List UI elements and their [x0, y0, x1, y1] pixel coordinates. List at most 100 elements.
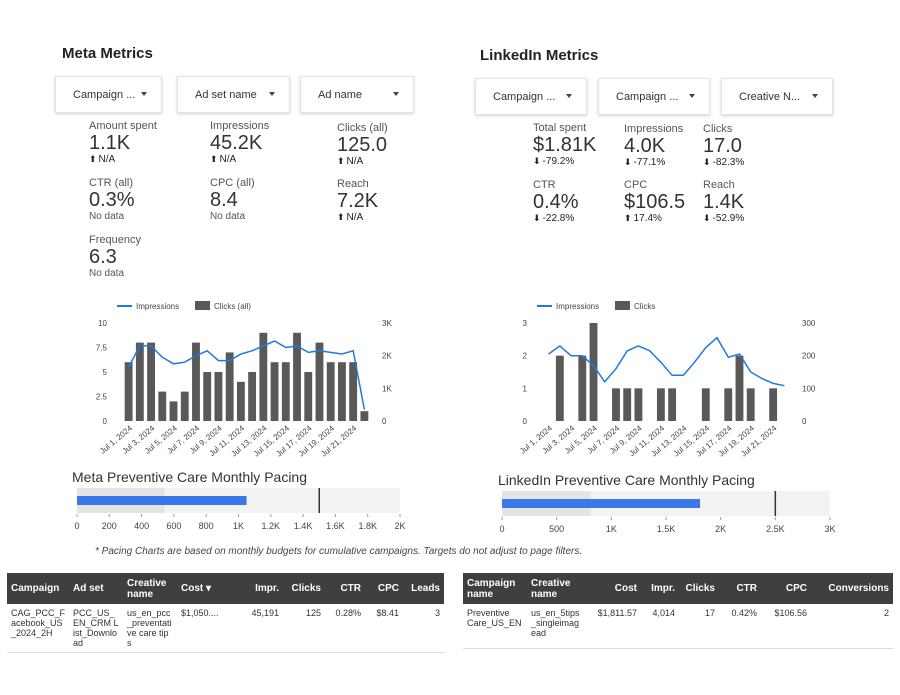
y-right-tick-label: 100 [802, 384, 816, 393]
y-left-tick-label: 1 [523, 384, 528, 393]
kpi-value: 17.0 [703, 135, 742, 157]
meta-campaign-filter[interactable]: Campaign ... [55, 76, 162, 113]
meta-adname-filter-label: Ad name [318, 88, 363, 101]
kpi-label: Impressions [624, 123, 684, 135]
kpi-change: No data [89, 211, 125, 222]
pacing-tick-label: 2K [394, 521, 405, 531]
bar [735, 355, 744, 421]
linkedin-campaign-group-filter[interactable]: Campaign ... [598, 78, 710, 115]
column-header-creative-name[interactable]: Creative name [527, 573, 587, 604]
column-header-cost[interactable]: Cost [587, 573, 641, 604]
meta-combo-chart: Impressions Clicks (all) 0 2.5 5 7.5 10 0 1K 2K 3K… [96, 301, 392, 459]
cell-cpc: $8.41 [365, 604, 403, 653]
column-header-impr[interactable]: Impr. [641, 573, 679, 604]
kpi-change: -52.9% [712, 213, 745, 224]
linkedin-campaign-filter-label: Campaign ... [493, 90, 556, 103]
arrow-up-icon: ⬆ [624, 213, 632, 223]
y-left-tick-label: 0 [523, 417, 528, 426]
y-left-tick-label: 5 [103, 368, 108, 377]
bar [259, 332, 268, 421]
cell-creative-name: us_en_pcc_preventative care tips [123, 604, 177, 653]
kpi-value: 8.4 [210, 189, 238, 211]
column-header-clicks[interactable]: Clicks [283, 573, 325, 604]
pacing-tick-label: 0 [499, 524, 504, 534]
cell-ctr: 0.42% [719, 604, 761, 649]
column-header-ctr[interactable]: CTR [719, 573, 761, 604]
cell-impr: 45,191 [235, 604, 283, 653]
meta-kpi-amount-spent: Amount spent 1.1K ⬆ N/A [89, 120, 157, 165]
bar [270, 362, 279, 421]
meta-pacing-bullet-chart: 0 200 400 600 800 1K 1.2K 1.4K 1.6K 1.8K 2K [74, 488, 406, 531]
kpi-label: Total spent [533, 122, 587, 134]
y-left-tick-label: 0 [103, 417, 108, 426]
meta-kpi-ctr: CTR (all) 0.3% No data [89, 177, 135, 222]
pacing-tick-label: 1K [233, 521, 244, 531]
bar [135, 342, 144, 421]
kpi-label: Reach [703, 179, 735, 191]
kpi-value: 6.3 [89, 246, 117, 268]
column-header-clicks[interactable]: Clicks [679, 573, 719, 604]
cell-cost: $1,050.... [177, 604, 235, 653]
linkedin-kpi-reach: Reach 1.4K ⬇ -52.9% [703, 179, 744, 224]
bar [360, 411, 369, 421]
meta-adname-filter[interactable]: Ad name [300, 76, 414, 113]
linkedin-campaign-group-filter-label: Campaign ... [616, 90, 679, 103]
column-header-leads[interactable]: Leads [403, 573, 444, 604]
pacing-tick-label: 3K [824, 524, 835, 534]
pacing-tick-label: 1K [606, 524, 617, 534]
linkedin-pacing-bullet-chart: 0 500 1K 1.5K 2K 2.5K 3K [499, 491, 836, 534]
chevron-down-icon [812, 94, 818, 98]
column-header-creative-name[interactable]: Creative name [123, 573, 177, 604]
kpi-change: N/A [98, 154, 116, 165]
column-header-cpc[interactable]: CPC [761, 573, 811, 604]
kpi-change: -82.3% [712, 157, 745, 168]
meta-section-title: Meta Metrics [62, 45, 153, 62]
pacing-tick-label: 400 [134, 521, 149, 531]
column-header-ad-set[interactable]: Ad set [69, 573, 123, 604]
kpi-change: N/A [219, 154, 237, 165]
column-header-impr[interactable]: Impr. [235, 573, 283, 604]
cell-clicks: 125 [283, 604, 325, 653]
y-right-tick-label: 0 [382, 417, 387, 426]
kpi-label: Impressions [210, 120, 270, 132]
linkedin-creative-filter[interactable]: Creative N... [721, 78, 833, 115]
bar [326, 362, 335, 421]
kpi-change: N/A [346, 156, 364, 167]
column-header-ctr[interactable]: CTR [325, 573, 365, 604]
column-header-campaign[interactable]: Campaign [7, 573, 69, 604]
chevron-down-icon [269, 92, 275, 96]
y-left-tick-label: 2.5 [96, 393, 108, 402]
y-left-tick-label: 10 [98, 319, 107, 328]
pacing-actual-bar [77, 496, 247, 505]
column-header-cpc[interactable]: CPC [365, 573, 403, 604]
meta-pacing-title: Meta Preventive Care Monthly Pacing [72, 469, 307, 485]
meta-adset-filter[interactable]: Ad set name [177, 76, 290, 113]
cell-leads: 3 [403, 604, 444, 653]
arrow-down-icon: ⬇ [533, 156, 541, 166]
pacing-tick-label: 1.2K [262, 521, 281, 531]
kpi-value: 7.2K [337, 190, 379, 212]
legend-label: Impressions [556, 302, 599, 311]
pacing-tick-label: 1.6K [326, 521, 345, 531]
bar [158, 391, 167, 421]
linkedin-campaign-filter[interactable]: Campaign ... [475, 78, 587, 115]
column-header-conversions[interactable]: Conversions [811, 573, 893, 604]
y-right-tick-label: 0 [802, 417, 807, 426]
table-header-row: Campaign name Creative name Cost Impr. C… [463, 573, 893, 604]
bar [315, 342, 324, 421]
bar [169, 401, 178, 421]
meta-kpi-reach: Reach 7.2K ⬆ N/A [337, 178, 378, 223]
column-header-cost[interactable]: Cost ▾ [177, 573, 235, 604]
kpi-value: 125.0 [337, 134, 388, 156]
y-left-tick-label: 3 [523, 319, 528, 328]
column-header-campaign-name[interactable]: Campaign name [463, 573, 527, 604]
arrow-up-icon: ⬆ [337, 156, 345, 166]
bar [578, 355, 587, 421]
chevron-down-icon [141, 92, 147, 96]
meta-adset-filter-label: Ad set name [195, 88, 257, 101]
cell-impr: 4,014 [641, 604, 679, 649]
bar [225, 352, 234, 421]
cell-conversions: 2 [811, 604, 893, 649]
legend-bar-swatch [195, 301, 210, 310]
y-right-tick-label: 3K [382, 319, 392, 328]
